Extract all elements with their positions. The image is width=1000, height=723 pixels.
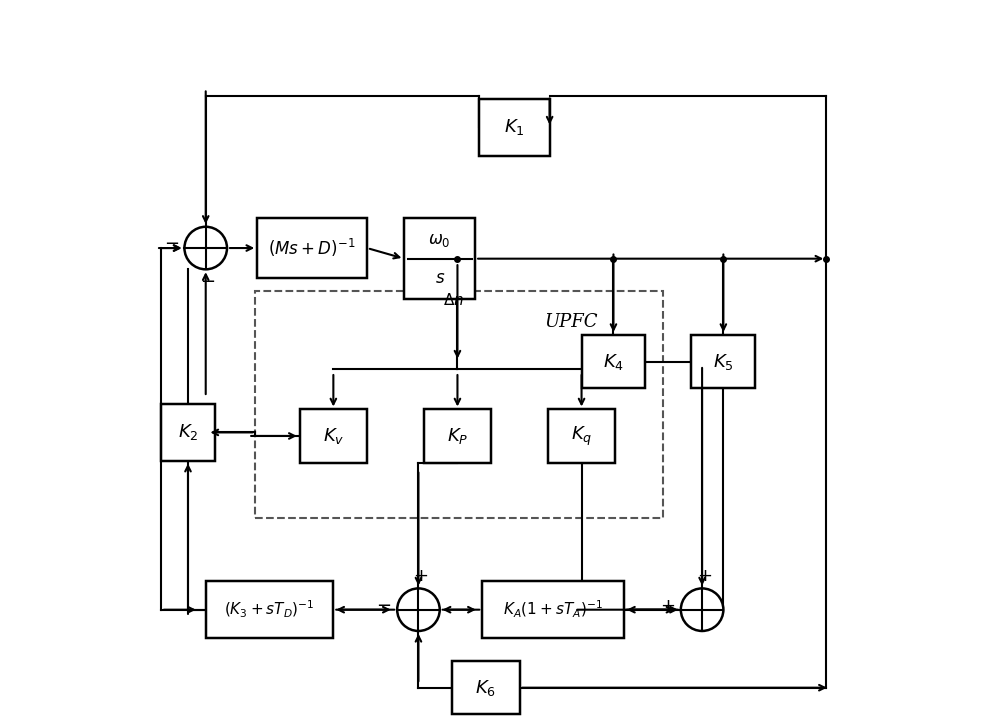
- Text: $K_6$: $K_6$: [475, 677, 496, 698]
- Circle shape: [681, 589, 723, 631]
- Bar: [257, 218, 367, 278]
- Bar: [452, 661, 520, 714]
- Bar: [548, 409, 615, 463]
- Text: $K_2$: $K_2$: [178, 422, 198, 442]
- Text: −: −: [376, 597, 392, 615]
- Text: $(Ms+D)^{-1}$: $(Ms+D)^{-1}$: [268, 237, 356, 259]
- Text: −: −: [200, 273, 215, 291]
- Text: +: +: [697, 567, 712, 585]
- Text: +: +: [660, 597, 675, 615]
- Text: $\omega_0$: $\omega_0$: [428, 233, 451, 249]
- Circle shape: [184, 227, 227, 269]
- Bar: [300, 409, 367, 463]
- Text: $(K_3+sT_D)^{-1}$: $(K_3+sT_D)^{-1}$: [224, 599, 315, 620]
- Bar: [161, 404, 215, 461]
- Bar: [582, 335, 645, 388]
- Text: $s$: $s$: [435, 270, 445, 287]
- Text: $K_1$: $K_1$: [504, 118, 525, 137]
- Text: $K_5$: $K_5$: [713, 351, 734, 372]
- Bar: [691, 335, 755, 388]
- Text: −: −: [164, 236, 179, 254]
- Text: UPFC: UPFC: [544, 314, 598, 332]
- Bar: [206, 581, 333, 638]
- Text: $K_P$: $K_P$: [447, 426, 468, 446]
- Text: +: +: [413, 567, 428, 585]
- Text: $K_v$: $K_v$: [323, 426, 344, 446]
- Bar: [482, 581, 624, 638]
- Text: $K_A(1+sT_A)^{-1}$: $K_A(1+sT_A)^{-1}$: [503, 599, 603, 620]
- Circle shape: [397, 589, 440, 631]
- Bar: [255, 291, 663, 518]
- Text: $\Delta n$: $\Delta n$: [443, 292, 464, 308]
- Bar: [479, 99, 550, 156]
- Text: $K_4$: $K_4$: [603, 351, 624, 372]
- Bar: [404, 218, 475, 299]
- Text: $K_q$: $K_q$: [571, 424, 592, 448]
- Bar: [424, 409, 491, 463]
